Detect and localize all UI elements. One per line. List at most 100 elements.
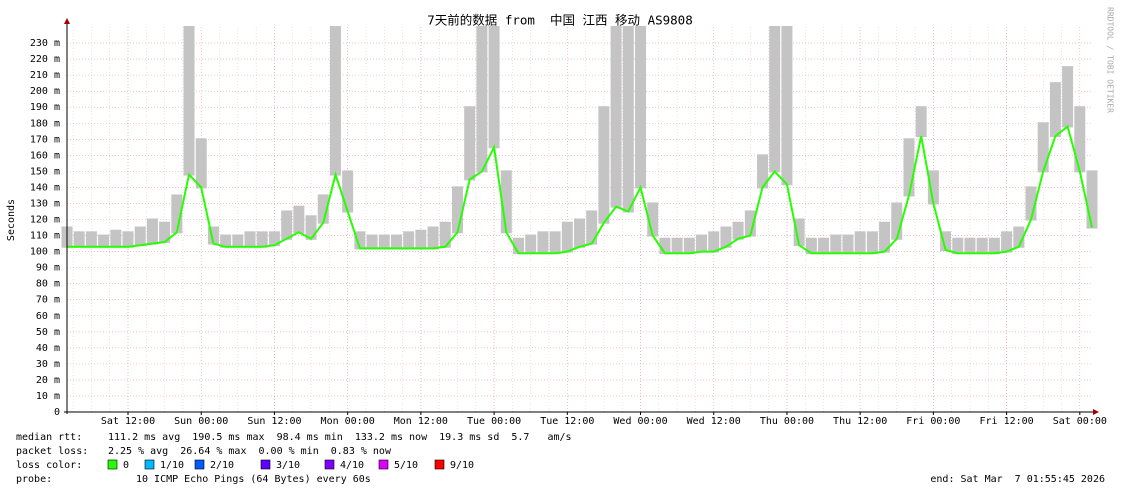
legend-swatch (194, 459, 205, 470)
side-note: RRDTOOL / TOBI OETIKER (1106, 7, 1115, 113)
y-tick-label: 40 m (36, 343, 60, 354)
smoke-band (830, 234, 842, 255)
y-tick-label: 220 m (30, 54, 60, 65)
smoke-band (207, 226, 219, 245)
stat-text: 111.2 ms avg 190.5 ms max 98.4 ms min 13… (108, 432, 572, 443)
smoke-band (390, 234, 402, 250)
legend-label: 9/10 (450, 460, 474, 471)
y-tick-label: 80 m (36, 279, 60, 290)
x-tick-label: Sun 00:00 (174, 416, 228, 427)
smoke-band (85, 231, 97, 248)
smoke-band (635, 26, 647, 189)
legend-swatch (144, 459, 155, 470)
smoke-band (671, 237, 683, 255)
smoke-band (964, 237, 976, 255)
labels: 0 10 m 20 m 30 m 40 m 50 m 60 m 70 m 80 m 90 m 100… (30, 38, 1107, 427)
legend-label: 1/10 (160, 460, 184, 471)
probe-text: 10 ICMP Echo Pings (64 Bytes) every 60s (136, 474, 371, 485)
y-tick-label: 150 m (30, 166, 60, 177)
smoke-band (696, 234, 708, 253)
y-tick-label: 160 m (30, 150, 60, 161)
smoke-band (1062, 66, 1074, 128)
smoke-band (854, 231, 866, 255)
smoke-band (622, 26, 634, 213)
y-tick-label: 30 m (36, 359, 60, 370)
smoke-band (976, 237, 988, 255)
x-tick-label: Sat 00:00 (1053, 416, 1107, 427)
smoke-band (647, 202, 659, 237)
y-tick-label: 140 m (30, 182, 60, 193)
smoke-band (1037, 122, 1049, 173)
smoke-band (159, 221, 171, 243)
probe-label: probe: (16, 474, 52, 485)
smoke-band (879, 221, 891, 253)
legend-swatch (324, 459, 335, 470)
legend-label: loss color: (16, 460, 82, 471)
smoke-band (866, 231, 878, 255)
y-axis-label: Seconds (6, 199, 17, 241)
smoke-band (952, 237, 964, 255)
y-axis-arrow (64, 18, 70, 24)
smoke-band (134, 226, 146, 247)
stat-label: packet loss: (16, 446, 88, 457)
smoke-band (342, 170, 354, 213)
smoke-band (366, 234, 378, 250)
smoke-band (793, 218, 805, 247)
x-tick-label: Mon 00:00 (321, 416, 375, 427)
smoke-band (488, 26, 500, 149)
footer: median rtt: 111.2 ms avg 190.5 ms max 98… (16, 432, 1105, 485)
smoke-band (354, 231, 366, 250)
y-tick-label: 0 (54, 407, 60, 418)
x-tick-label: Tue 00:00 (467, 416, 521, 427)
smoke-band (1013, 226, 1025, 248)
x-tick-label: Sat 12:00 (101, 416, 155, 427)
smoke-band (1086, 170, 1098, 229)
legend-swatch (260, 459, 271, 470)
y-tick-label: 100 m (30, 247, 60, 258)
y-tick-label: 120 m (30, 215, 60, 226)
smoke-band (903, 138, 915, 197)
smoke-band (744, 210, 756, 237)
smoke-band (927, 170, 939, 205)
smoke-band (781, 26, 793, 186)
smoke-band (574, 218, 585, 248)
smoke-band (329, 26, 341, 176)
smoke-band (183, 26, 195, 176)
smoke-band (427, 226, 439, 250)
stat-text: 2.25 % avg 26.64 % max 0.00 % min 0.83 %… (108, 446, 392, 457)
end-time: end: Sat Mar 7 01:55:45 2026 (930, 474, 1105, 485)
smoke-band (598, 106, 610, 224)
chart-title: 7天前的数据 from 中国 江西 移动 AS9808 (427, 13, 692, 28)
smoke-band (537, 231, 549, 255)
legend-label: 3/10 (276, 460, 300, 471)
legend-label: 5/10 (394, 460, 418, 471)
smoke-band (232, 234, 244, 248)
smoke-band (1025, 186, 1037, 221)
smoke-band (171, 194, 183, 234)
smoke-band (732, 221, 744, 240)
legend-swatch (107, 459, 118, 470)
smoke-band (476, 26, 488, 173)
smoke-band (378, 234, 390, 250)
y-tick-label: 210 m (30, 70, 60, 81)
smoke-band (610, 26, 622, 208)
smoke-band (293, 205, 305, 234)
smoke-band (73, 231, 85, 248)
smoke-band (891, 202, 903, 240)
smoke-band (256, 231, 268, 248)
smoke-band (512, 237, 524, 255)
smoke-band (988, 237, 1000, 255)
y-tick-label: 60 m (36, 311, 60, 322)
smoke-band (500, 170, 512, 234)
median-line (67, 124, 1093, 255)
smoke-band (805, 237, 817, 255)
smoke-band (439, 221, 451, 248)
y-tick-label: 20 m (36, 375, 60, 386)
legend-label: 4/10 (340, 460, 364, 471)
y-tick-label: 190 m (30, 102, 60, 113)
y-tick-label: 130 m (30, 198, 60, 209)
x-tick-label: Fri 00:00 (906, 416, 960, 427)
smoke-band (720, 226, 732, 248)
smoke-band (525, 234, 537, 255)
